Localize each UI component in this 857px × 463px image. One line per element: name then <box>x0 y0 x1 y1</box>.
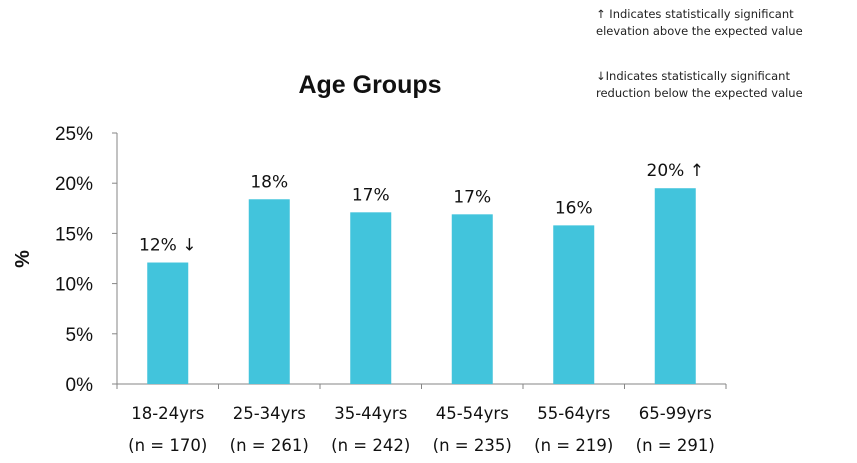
chart-title: Age Groups <box>298 71 441 99</box>
bar-series <box>147 188 696 384</box>
bar <box>451 214 493 384</box>
x-category-label: 55-64yrs <box>537 404 610 423</box>
x-sample-size-label: (n = 219) <box>534 436 613 455</box>
data-label: 17% <box>453 187 491 207</box>
x-category-label: 65-99yrs <box>639 404 712 423</box>
chart-axes <box>112 132 727 389</box>
x-sample-size-label: (n = 261) <box>230 436 309 455</box>
data-label: 17% <box>352 185 390 205</box>
data-label: 20% ↑ <box>647 161 704 181</box>
legend-up-line1: Indicates statistically significant <box>609 7 794 21</box>
data-labels: 12% ↓ 18% 17% 17% 16% 20% ↑ <box>139 161 704 255</box>
data-label: 16% <box>555 198 593 218</box>
legend-significant-reduction: ↓Indicates statistically significant red… <box>596 68 854 102</box>
y-tick-label: 10% <box>55 275 93 296</box>
y-tick-label: 5% <box>66 325 94 346</box>
y-axis-label: % <box>12 250 34 268</box>
x-sample-size-label: (n = 170) <box>128 436 207 455</box>
x-category-label: 18-24yrs <box>131 404 204 423</box>
legend-down-line1: Indicates statistically significant <box>605 69 790 83</box>
bar <box>248 199 290 384</box>
bar <box>553 225 595 384</box>
legend-significant-elevation: ↑ Indicates statistically significant el… <box>596 6 854 40</box>
y-tick-labels: 0% 5% 10% 15% 20% 25% <box>55 124 93 396</box>
x-category-labels: 18-24yrs (n = 170) 25-34yrs (n = 261) 35-44y… <box>128 404 715 455</box>
x-sample-size-label: (n = 235) <box>433 436 512 455</box>
x-category-label: 25-34yrs <box>233 404 306 423</box>
x-category-label: 35-44yrs <box>334 404 407 423</box>
y-tick-label: 25% <box>55 124 93 145</box>
bar <box>147 262 189 384</box>
x-category-label: 45-54yrs <box>436 404 509 423</box>
y-tick-label: 15% <box>55 224 93 245</box>
x-sample-size-label: (n = 291) <box>636 436 715 455</box>
y-tick-label: 0% <box>66 375 94 396</box>
up-arrow-icon: ↑ <box>596 7 606 21</box>
data-label: 12% ↓ <box>139 236 196 256</box>
legend-down-line2: reduction below the expected value <box>596 86 803 100</box>
data-label: 18% <box>250 172 288 192</box>
bar <box>654 188 696 384</box>
down-arrow-icon: ↓ <box>596 69 606 83</box>
legend-up-line2: elevation above the expected value <box>596 24 803 38</box>
x-sample-size-label: (n = 242) <box>331 436 410 455</box>
y-tick-label: 20% <box>55 174 93 195</box>
bar <box>350 212 392 384</box>
